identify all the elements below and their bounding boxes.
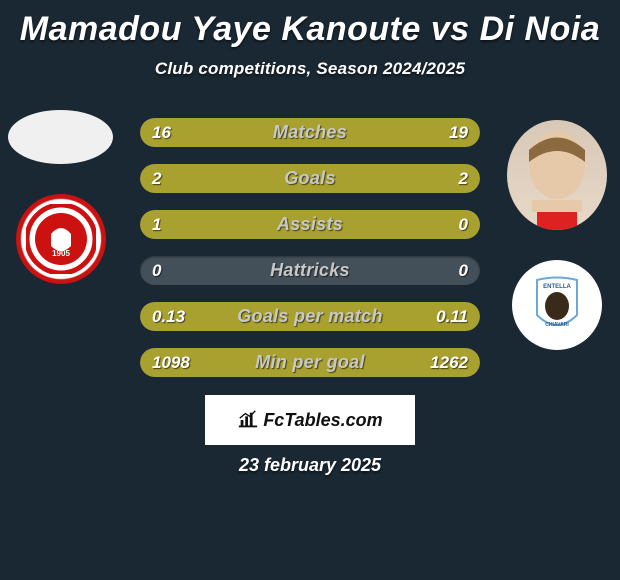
stat-row-hattricks: 0 Hattricks 0 [140,256,480,285]
stat-row-assists: 1 Assists 0 [140,210,480,239]
subtitle: Club competitions, Season 2024/2025 [0,59,620,79]
svg-text:ENTELLA: ENTELLA [543,284,571,290]
stat-label: Min per goal [140,348,480,377]
stat-label: Goals per match [140,302,480,331]
stat-value-right: 0 [459,256,468,285]
brand-box: FcTables.com [205,395,415,445]
stat-row-min-per-goal: 1098 Min per goal 1262 [140,348,480,377]
svg-text:1905: 1905 [52,249,70,258]
player2-crest: ENTELLA CHIAVARI [512,260,602,350]
perugia-crest-icon: 1905 [26,204,96,274]
player2-face-icon [507,120,607,230]
comparison-infographic: Mamadou Yaye Kanoute vs Di Noia Club com… [0,0,620,580]
stat-label: Matches [140,118,480,147]
stat-label: Assists [140,210,480,239]
chart-icon [237,409,259,431]
stat-label: Hattricks [140,256,480,285]
stat-row-goals-per-match: 0.13 Goals per match 0.11 [140,302,480,331]
svg-text:CHIAVARI: CHIAVARI [545,322,569,328]
player2-avatar [507,120,607,230]
stat-label: Goals [140,164,480,193]
stat-value-right: 0 [459,210,468,239]
page-title: Mamadou Yaye Kanoute vs Di Noia [0,0,620,49]
brand-text: FcTables.com [263,410,382,431]
stat-row-matches: 16 Matches 19 [140,118,480,147]
stat-value-right: 1262 [430,348,468,377]
stat-value-right: 0.11 [436,302,468,331]
stat-row-goals: 2 Goals 2 [140,164,480,193]
date: 23 february 2025 [0,455,620,476]
stat-value-right: 2 [459,164,468,193]
entella-crest-icon: ENTELLA CHIAVARI [522,270,592,340]
stats-bars: 16 Matches 19 2 Goals 2 1 Assists 0 0 Ha… [140,118,480,377]
stat-value-right: 19 [449,118,468,147]
player1-crest: 1905 [16,194,106,284]
player1-avatar [8,110,113,164]
right-player-column: ENTELLA CHIAVARI [502,120,612,350]
left-player-column: 1905 [8,110,113,284]
